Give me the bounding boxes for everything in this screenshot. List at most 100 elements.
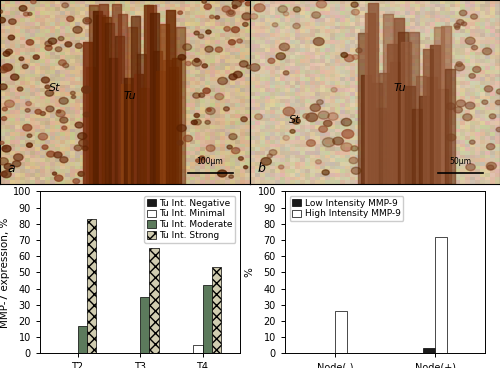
Circle shape [234,71,242,78]
Circle shape [186,61,191,66]
Circle shape [486,162,496,170]
Circle shape [240,61,248,67]
Circle shape [74,145,82,151]
Circle shape [331,88,337,92]
Circle shape [198,158,205,163]
Circle shape [0,141,4,145]
Circle shape [269,150,277,155]
Circle shape [193,93,200,98]
Circle shape [306,113,318,122]
Circle shape [215,16,220,19]
Circle shape [206,145,215,151]
Circle shape [328,113,338,120]
Circle shape [73,26,82,33]
Circle shape [341,118,351,126]
Circle shape [482,100,488,105]
Circle shape [62,126,67,130]
Bar [140,297,149,353]
Circle shape [232,27,239,33]
Circle shape [496,100,500,105]
Circle shape [38,133,48,140]
Circle shape [352,9,360,15]
Text: 50μm: 50μm [449,157,471,166]
Circle shape [24,12,29,16]
Circle shape [85,19,89,22]
Circle shape [466,37,475,45]
Circle shape [70,91,75,95]
Circle shape [45,90,54,96]
Circle shape [60,117,68,123]
Circle shape [316,0,326,8]
Circle shape [276,53,285,60]
Circle shape [242,13,252,20]
Circle shape [204,4,212,9]
Circle shape [283,12,289,16]
Circle shape [284,71,289,75]
Circle shape [45,85,50,89]
Y-axis label: %: % [245,268,255,277]
Circle shape [82,86,91,93]
Circle shape [2,117,6,120]
Bar [423,348,435,353]
Circle shape [227,145,232,149]
Circle shape [26,40,34,45]
Circle shape [192,59,202,66]
Circle shape [462,114,472,121]
Circle shape [351,2,358,7]
Circle shape [319,126,328,132]
Circle shape [42,145,48,149]
Circle shape [466,102,475,109]
Circle shape [232,5,237,8]
Circle shape [456,62,462,66]
Circle shape [224,26,230,31]
Text: Tu: Tu [124,91,136,101]
Circle shape [316,160,322,164]
Circle shape [78,171,84,176]
Circle shape [290,130,295,133]
Circle shape [261,158,272,165]
Circle shape [196,159,200,162]
Circle shape [215,93,224,100]
Circle shape [26,109,30,112]
Circle shape [352,54,358,60]
Circle shape [0,171,7,177]
Circle shape [472,45,478,50]
Circle shape [292,118,300,124]
Circle shape [496,127,500,132]
Circle shape [454,107,462,113]
Circle shape [484,86,492,92]
Text: a: a [8,162,15,175]
Circle shape [18,87,23,91]
Circle shape [255,114,262,120]
Circle shape [84,112,90,117]
Circle shape [246,2,251,6]
Circle shape [312,12,320,18]
Circle shape [218,77,228,85]
Circle shape [462,22,466,26]
Circle shape [210,15,214,18]
Circle shape [46,106,54,112]
Circle shape [40,112,46,116]
Circle shape [198,34,204,38]
Circle shape [446,134,456,141]
Bar [193,345,202,353]
Circle shape [267,154,272,158]
Circle shape [446,103,455,110]
Circle shape [487,165,494,170]
Circle shape [470,140,475,144]
Circle shape [460,10,467,16]
Circle shape [268,58,275,63]
Circle shape [10,74,19,80]
Circle shape [178,11,182,14]
Text: b: b [258,162,266,175]
Circle shape [0,67,8,73]
Circle shape [19,57,24,60]
Circle shape [456,20,464,25]
Circle shape [4,163,12,170]
Circle shape [229,134,237,139]
Circle shape [3,146,7,149]
Circle shape [250,14,258,19]
Circle shape [60,157,68,163]
Circle shape [22,64,28,68]
Circle shape [62,3,68,8]
